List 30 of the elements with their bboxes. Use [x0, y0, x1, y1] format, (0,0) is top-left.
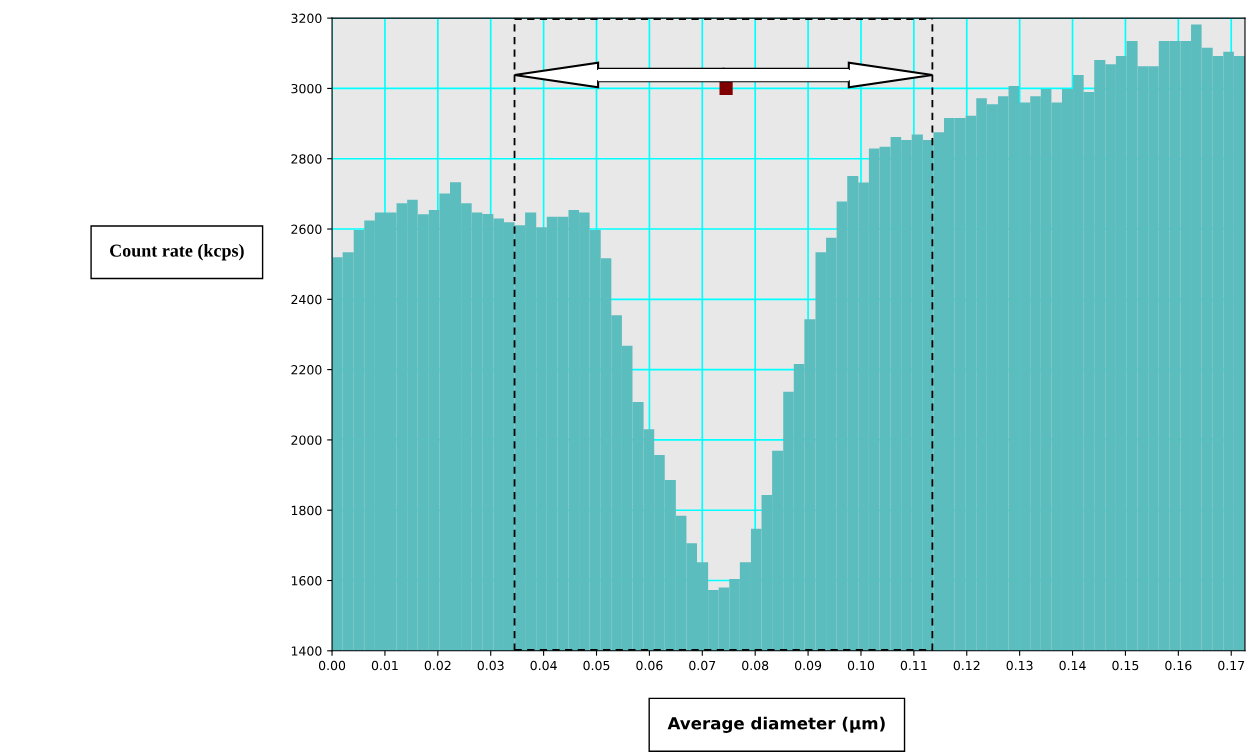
x-tick-label: 0.02	[424, 660, 451, 671]
x-tick-label: 0.15	[1112, 660, 1139, 671]
x-tick-label: 0.14	[1059, 660, 1086, 671]
x-tick-label: 0.01	[371, 660, 398, 671]
y-tick-label: 2000	[291, 435, 322, 445]
y-tick-label: 2600	[291, 224, 322, 234]
x-tick-label: 0.06	[636, 660, 663, 671]
x-tick-label: 0.04	[530, 660, 557, 671]
x-tick-label: 0.05	[583, 660, 610, 671]
x-tick-label: 0.13	[1006, 660, 1033, 671]
x-tick-label: 0.16	[1165, 660, 1192, 671]
y-tick-label: 2800	[291, 154, 322, 164]
y-tick-label: 1800	[291, 505, 322, 516]
y-axis-title: Count rate (kcps)	[110, 244, 244, 261]
y-tick-label: 3200	[291, 13, 322, 24]
x-tick-label: 0.12	[953, 660, 980, 671]
x-tick-label: 0.07	[689, 660, 716, 671]
x-tick-label: 0.08	[742, 660, 769, 671]
y-tick-label: 1600	[291, 575, 322, 586]
x-axis-title: Average diameter (µm)	[667, 716, 885, 733]
x-tick-label: 0.09	[794, 660, 822, 671]
y-tick-label: 3000	[291, 83, 322, 94]
x-tick-label: 0.11	[900, 660, 927, 671]
x-tick-label: 0.17	[1218, 660, 1245, 671]
y-tick-label: 2200	[291, 365, 322, 375]
x-tick-label: 0.00	[318, 660, 346, 671]
y-tick-label: 2400	[291, 294, 322, 305]
x-tick-label: 0.10	[847, 660, 875, 671]
y-tick-label: 1400	[291, 646, 322, 656]
x-tick-label: 0.03	[477, 660, 504, 671]
